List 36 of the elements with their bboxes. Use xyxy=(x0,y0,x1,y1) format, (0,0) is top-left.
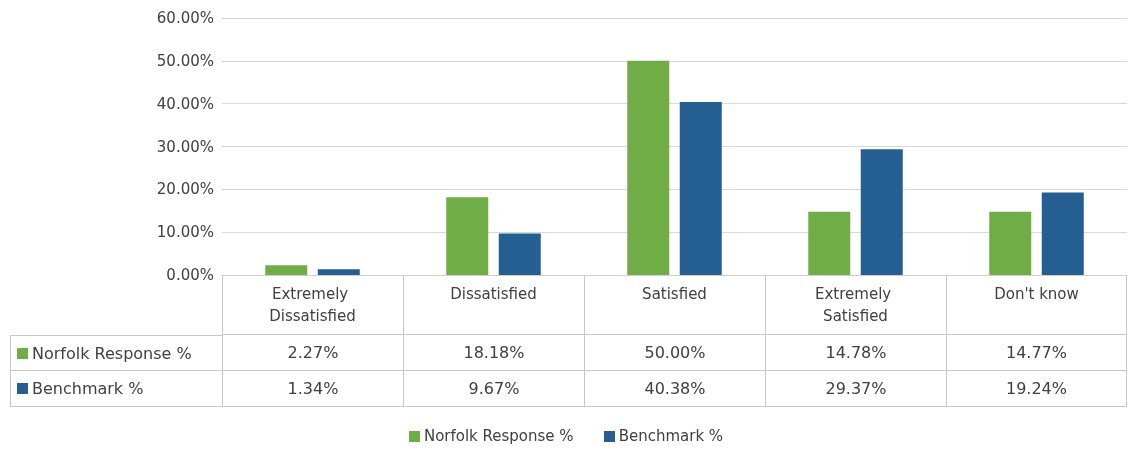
bar xyxy=(679,102,722,275)
data-label: 9.67% xyxy=(403,371,584,407)
x-tick-label: Extremely Dissatisfied xyxy=(269,285,356,325)
data-label: 29.37% xyxy=(765,371,946,407)
text: Benchmark % xyxy=(32,379,144,398)
bar xyxy=(498,233,541,275)
legend-label: Norfolk Response % xyxy=(32,343,192,363)
bar xyxy=(265,265,308,275)
data-label: 40.38% xyxy=(584,371,765,407)
bar xyxy=(317,269,360,275)
text: Norfolk Response % xyxy=(423,427,574,445)
bar xyxy=(1041,192,1084,275)
data-label: 14.77% xyxy=(946,335,1127,371)
bar xyxy=(808,211,851,275)
bar xyxy=(627,60,670,275)
x-tick-label: Extremely Satisfied xyxy=(815,285,896,325)
x-tick-label: Satisfied xyxy=(642,285,707,303)
y-tick-label: 50.00% xyxy=(156,51,214,70)
data-label: 2.27% xyxy=(222,335,403,371)
y-tick-label: 30.00% xyxy=(156,137,214,156)
y-tick-label: 20.00% xyxy=(156,180,214,199)
y-tick-label: 60.00% xyxy=(156,9,214,27)
bar xyxy=(446,197,489,275)
data-label: 14.78% xyxy=(765,335,946,371)
legend-label: Benchmark % xyxy=(618,427,724,445)
y-tick-label: 40.00% xyxy=(156,94,214,113)
bar xyxy=(860,149,903,275)
data-label: 1.34% xyxy=(222,371,403,407)
x-tick-label: Dissatisfied xyxy=(450,285,537,303)
y-tick-label: 10.00% xyxy=(156,223,214,242)
bar xyxy=(989,211,1032,275)
data-label: 19.24% xyxy=(946,371,1127,407)
data-label: 50.00% xyxy=(584,335,765,371)
x-tick-label: Don't know xyxy=(994,285,1079,303)
y-tick-label: 0.00% xyxy=(166,266,214,284)
data-label: 18.18% xyxy=(403,335,584,371)
